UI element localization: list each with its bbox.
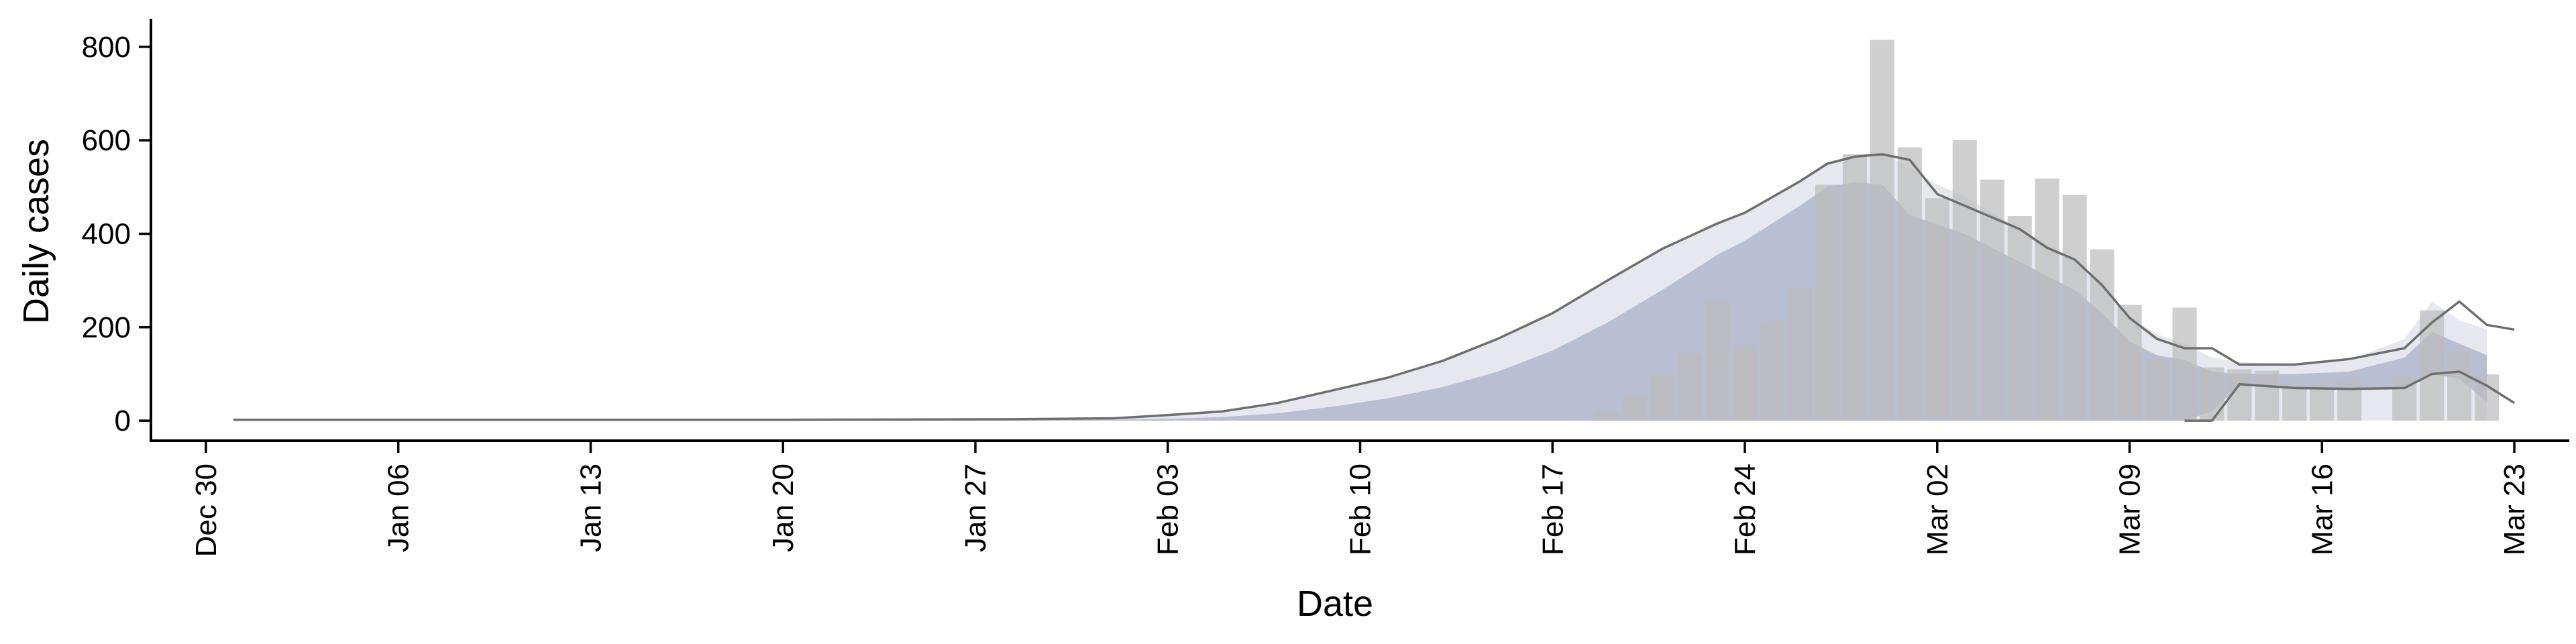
x-tick-label: Jan 06 — [382, 464, 415, 552]
bar-2020-03-04 — [1980, 179, 2004, 421]
bar-2020-02-25 — [1760, 321, 1785, 421]
bar-2020-03-07 — [2062, 195, 2087, 421]
x-tick-label: Feb 17 — [1536, 464, 1569, 555]
bar-2020-02-24 — [1733, 345, 1758, 421]
x-tick-label: Mar 09 — [2114, 464, 2147, 555]
x-tick-label: Feb 03 — [1152, 464, 1185, 555]
estimate-bands — [233, 152, 2487, 421]
x-tick-label: Mar 23 — [2498, 464, 2531, 555]
upper-bound-line — [233, 153, 2515, 421]
y-tick-label: 0 — [115, 405, 131, 437]
bar-2020-03-11 — [2172, 307, 2197, 421]
axes: Dec 30 Jan 06 Jan 13 Jan 20 Jan 27 Feb 03 Feb … — [82, 19, 2569, 557]
bar-2020-02-19 — [1595, 411, 1620, 421]
x-tick-label: Jan 27 — [959, 464, 992, 552]
y-tick-label: 800 — [82, 31, 131, 64]
x-tick-label: Dec 30 — [190, 464, 223, 557]
lower-bound-line — [2184, 370, 2516, 422]
inner-interval-band — [233, 182, 2487, 421]
x-axis-title: Date — [1297, 584, 1373, 624]
x-axis-ticks: Dec 30 Jan 06 Jan 13 Jan 20 Jan 27 Feb 03 Feb … — [190, 441, 2531, 557]
bar-2020-02-20 — [1623, 394, 1648, 421]
x-tick-label: Jan 13 — [575, 464, 608, 552]
bar-2020-03-06 — [2035, 178, 2059, 421]
bar-2020-03-15 — [2282, 385, 2307, 421]
y-axis-ticks: 0 200 400 600 800 — [82, 31, 151, 437]
bar-2020-03-09 — [2117, 305, 2142, 421]
x-tick-label: Feb 10 — [1344, 464, 1377, 555]
bar-2020-03-02 — [1925, 198, 1949, 421]
bar-2020-03-08 — [2090, 249, 2114, 421]
x-tick-label: Mar 16 — [2306, 464, 2339, 555]
estimate-bound-lines — [233, 153, 2516, 422]
bar-2020-03-21 — [2447, 352, 2472, 421]
daily-case-bars — [1595, 40, 2500, 421]
bar-2020-02-29 — [1870, 40, 1894, 421]
bar-2020-03-16 — [2310, 385, 2334, 421]
y-axis-title: Daily cases — [16, 139, 56, 324]
bar-2020-03-03 — [1952, 140, 1977, 421]
y-tick-label: 400 — [82, 217, 131, 250]
bar-2020-03-14 — [2255, 370, 2279, 421]
bar-2020-03-12 — [2200, 367, 2224, 421]
y-tick-label: 200 — [82, 311, 131, 344]
bar-2020-03-10 — [2145, 359, 2169, 421]
bar-2020-02-21 — [1650, 374, 1675, 421]
x-tick-label: Feb 24 — [1729, 464, 1762, 555]
bar-2020-03-17 — [2337, 381, 2362, 421]
bar-2020-02-22 — [1678, 354, 1703, 421]
x-tick-label: Mar 02 — [1921, 464, 1954, 555]
bar-2020-03-01 — [1897, 147, 1922, 421]
bar-2020-02-27 — [1815, 184, 1839, 421]
bar-2020-03-05 — [2007, 216, 2032, 421]
bar-2020-02-23 — [1705, 301, 1730, 421]
x-tick-label: Jan 20 — [767, 464, 800, 552]
bar-2020-02-26 — [1787, 288, 1812, 421]
y-tick-label: 600 — [82, 124, 131, 157]
bar-2020-03-20 — [2420, 310, 2445, 421]
bar-2020-02-28 — [1842, 154, 1867, 421]
